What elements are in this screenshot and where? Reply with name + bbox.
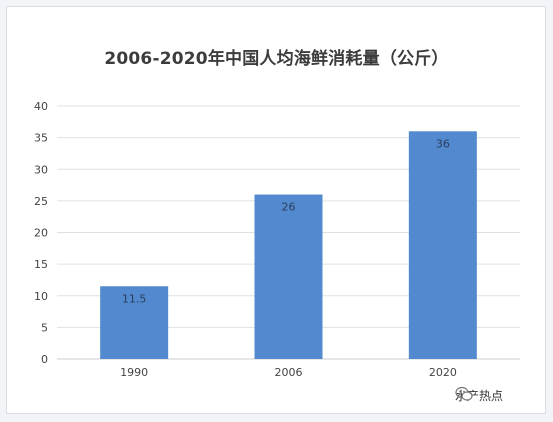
wechat-icon [455,386,473,401]
data-labels: 11.5 26 36 [122,137,450,305]
y-tick-label: 5 [41,321,48,334]
chart-title: 2006-2020年中国人均海鲜消耗量（公斤） [104,49,449,69]
x-tick-label: 2006 [275,366,303,379]
y-tick-label: 35 [34,132,48,145]
y-axis-ticks: 0 5 10 15 20 25 30 35 40 [34,100,48,366]
watermark: 水产热点 [455,386,503,404]
y-tick-label: 10 [34,290,48,303]
data-label: 11.5 [122,292,147,305]
y-tick-label: 40 [34,100,48,113]
data-label: 26 [282,201,296,214]
y-tick-label: 20 [34,227,48,240]
bar [408,131,477,359]
x-tick-label: 1990 [120,366,148,379]
y-tick-label: 0 [41,353,48,366]
bar [100,286,169,359]
data-label: 36 [436,137,450,150]
y-tick-label: 30 [34,163,48,176]
y-tick-label: 25 [34,195,48,208]
x-tick-label: 2020 [429,366,457,379]
bar [254,194,323,359]
x-axis-ticks: 1990 2006 2020 [120,366,457,379]
y-tick-label: 15 [34,258,48,271]
bars [100,131,477,359]
